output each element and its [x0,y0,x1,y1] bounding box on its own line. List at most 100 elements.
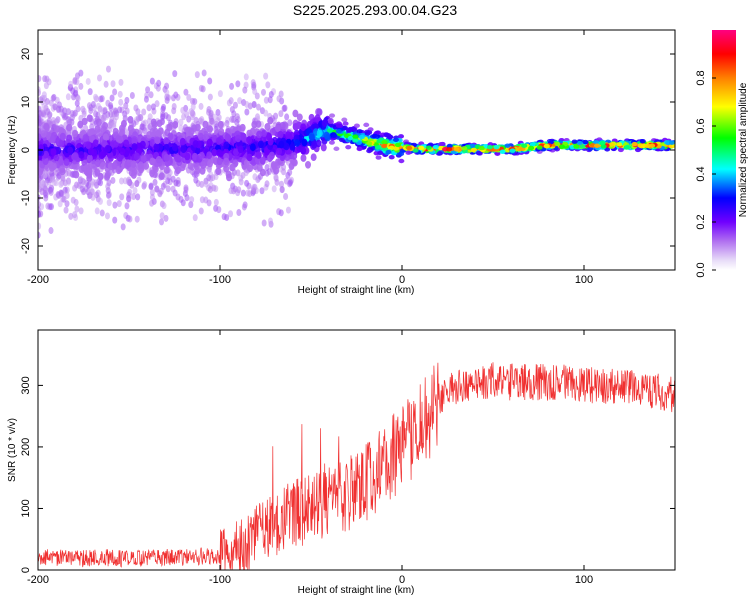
spectral-point [159,218,165,226]
spectral-point [255,120,262,128]
y-tick-label: -20 [20,238,32,254]
spectral-point [39,188,45,196]
spectral-point [46,112,52,120]
spectral-point [173,179,179,187]
spectral-point [78,82,84,90]
spectral-point [38,231,41,239]
spectral-point [278,110,284,118]
spectral-point [97,179,103,187]
spectral-point [320,143,327,152]
spectral-point [216,206,222,214]
spectral-point [38,75,42,83]
spectral-point [149,127,156,136]
spectral-point [66,123,73,132]
spectral-point [201,69,207,77]
spectral-point [371,133,378,139]
colorbar-gradient [712,30,736,270]
spectral-point [353,123,360,128]
spectral-point [87,128,94,137]
spectral-point [206,199,212,207]
spectral-point [179,163,186,172]
spectral-point [267,217,273,225]
spectral-point [255,151,262,159]
spectral-point [119,177,125,185]
x-tick-label: -200 [27,274,49,286]
spectral-point [154,185,160,193]
spectral-point [274,178,280,186]
spectral-point [148,182,154,190]
spectral-point [228,210,234,218]
spectral-point [442,147,449,152]
spectral-point [81,110,87,118]
spectral-point [235,169,241,177]
spectral-point [593,140,600,145]
spectral-point [187,162,194,170]
spectral-point [228,187,234,195]
spectral-point [199,167,206,175]
spectral-point [264,147,271,156]
spectral-point [43,82,49,90]
spectral-point [130,160,137,168]
spectral-point [163,214,169,222]
y-tick-label: 200 [20,438,32,456]
spectral-point [68,212,74,220]
spectral-point [86,154,93,163]
spectral-point [486,144,493,150]
spectral-point [311,141,318,149]
spectral-point [154,136,161,145]
spectral-point [150,118,157,127]
spectral-point [119,147,126,156]
spectral-point [38,118,44,126]
spectral-point [95,118,102,127]
spectral-point [206,138,213,147]
spectral-point [211,184,217,192]
spectral-point [78,175,84,183]
spectral-point [156,119,163,128]
snr-y-label: SNR (10 * v/v) [7,418,18,482]
spectral-point [194,166,201,175]
spectral-point [276,147,283,156]
spectral-point [72,129,79,138]
spectral-point [283,142,290,151]
spectral-point [300,154,307,162]
spectral-point [305,160,312,169]
spectral-point [300,123,307,131]
spectral-point [72,211,78,219]
spectral-point [375,155,382,160]
spectral-point [99,209,105,217]
spectral-point [64,200,70,208]
spectral-point [234,119,240,127]
spectral-point [296,113,303,122]
spectral-point [244,108,250,116]
spectral-point [127,124,134,133]
spectral-point [284,113,290,121]
spectral-point [140,154,147,163]
colorbar-label: Normalized spectral amplitude [738,82,749,217]
spectral-point [576,140,583,146]
spectral-point [78,207,84,215]
spectral-point [172,121,179,129]
spectral-point [366,130,373,135]
spectral-point [267,116,274,125]
spectral-point [93,179,99,187]
spectral-point [93,110,99,118]
spectral-point [215,167,222,176]
spectral-point [453,147,460,152]
spectral-point [246,129,253,138]
spectral-point [50,148,57,156]
spectral-point [246,136,253,144]
spectral-point [244,179,250,187]
spectral-point [73,89,79,97]
spectral-point [623,145,630,150]
spectral-point [203,180,209,188]
spectral-point [60,195,66,203]
spectral-point [381,139,388,145]
spectral-point [143,162,150,170]
spectral-point [285,131,292,139]
spectral-point [333,146,340,151]
spectral-point [329,113,336,118]
spectral-point [99,162,106,170]
spectral-point [291,152,298,160]
spectral-point [316,108,323,116]
spectral-point [438,141,445,147]
